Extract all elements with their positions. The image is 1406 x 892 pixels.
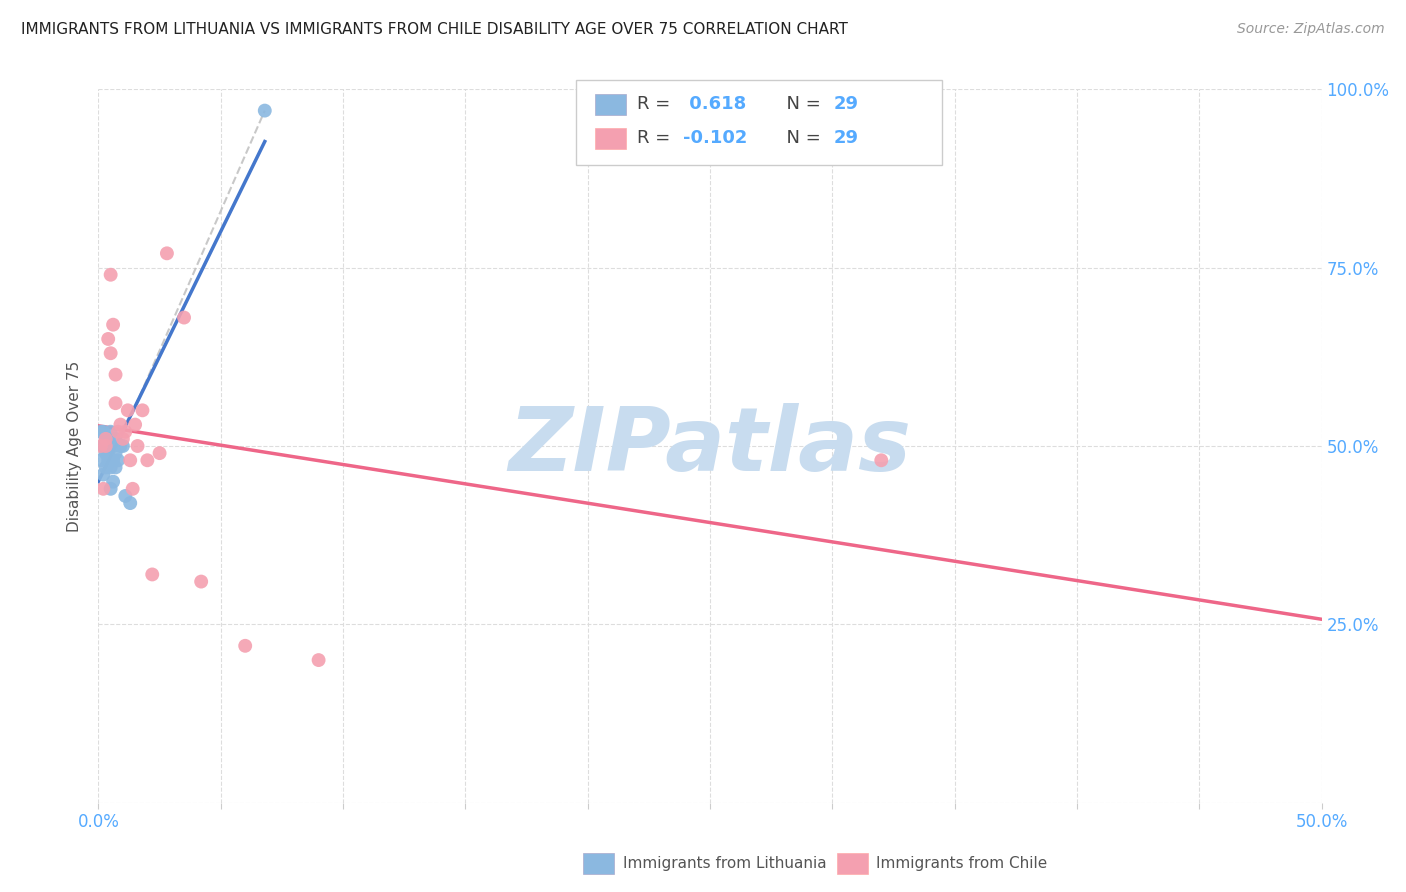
Point xyxy=(91,482,114,496)
Point xyxy=(141,567,163,582)
Point xyxy=(100,460,122,475)
Point xyxy=(870,453,893,467)
Point xyxy=(127,439,149,453)
Point xyxy=(94,439,117,453)
Point xyxy=(121,482,143,496)
Point xyxy=(104,446,127,460)
Point xyxy=(190,574,212,589)
Point xyxy=(91,467,114,482)
Point xyxy=(97,439,120,453)
Point xyxy=(308,653,330,667)
Point xyxy=(94,439,117,453)
Point xyxy=(91,425,114,439)
Point xyxy=(136,453,159,467)
Text: ZIPatlas: ZIPatlas xyxy=(509,402,911,490)
Point xyxy=(100,268,122,282)
Point xyxy=(90,439,112,453)
Text: -0.102: -0.102 xyxy=(683,129,748,147)
Point xyxy=(110,439,132,453)
Point xyxy=(107,453,129,467)
Text: N =: N = xyxy=(775,129,827,147)
Point xyxy=(117,403,139,417)
Point xyxy=(97,453,120,467)
Text: Immigrants from Chile: Immigrants from Chile xyxy=(876,856,1047,871)
Point xyxy=(104,460,127,475)
Text: Source: ZipAtlas.com: Source: ZipAtlas.com xyxy=(1237,22,1385,37)
Point xyxy=(101,453,124,467)
Point xyxy=(100,439,122,453)
Point xyxy=(94,432,117,446)
Point xyxy=(94,460,117,475)
Text: 29: 29 xyxy=(834,95,859,113)
Point xyxy=(233,639,256,653)
Point xyxy=(101,475,124,489)
Point xyxy=(124,417,146,432)
Point xyxy=(111,439,134,453)
Text: R =: R = xyxy=(637,95,676,113)
Point xyxy=(90,425,112,439)
Point xyxy=(104,432,127,446)
Point xyxy=(97,446,120,460)
Point xyxy=(91,439,114,453)
Text: R =: R = xyxy=(637,129,676,147)
Point xyxy=(104,396,127,410)
Point xyxy=(107,425,129,439)
Point xyxy=(97,332,120,346)
Point xyxy=(100,482,122,496)
Point xyxy=(97,432,120,446)
Point xyxy=(90,453,112,467)
Point xyxy=(111,432,134,446)
Point xyxy=(104,368,127,382)
Text: 0.618: 0.618 xyxy=(683,95,747,113)
Point xyxy=(253,103,276,118)
Text: 29: 29 xyxy=(834,129,859,147)
Point xyxy=(94,446,117,460)
Point xyxy=(149,446,172,460)
Point xyxy=(173,310,195,325)
Point xyxy=(114,425,136,439)
Text: IMMIGRANTS FROM LITHUANIA VS IMMIGRANTS FROM CHILE DISABILITY AGE OVER 75 CORREL: IMMIGRANTS FROM LITHUANIA VS IMMIGRANTS … xyxy=(21,22,848,37)
Point xyxy=(110,417,132,432)
Point xyxy=(100,425,122,439)
Text: N =: N = xyxy=(775,95,827,113)
Point xyxy=(120,453,142,467)
Point xyxy=(156,246,179,260)
Point xyxy=(131,403,153,417)
Point xyxy=(100,346,122,360)
Point xyxy=(120,496,142,510)
Point xyxy=(101,318,124,332)
Point xyxy=(94,432,117,446)
Y-axis label: Disability Age Over 75: Disability Age Over 75 xyxy=(67,360,83,532)
Text: Immigrants from Lithuania: Immigrants from Lithuania xyxy=(623,856,827,871)
Point xyxy=(101,439,124,453)
Point xyxy=(114,489,136,503)
